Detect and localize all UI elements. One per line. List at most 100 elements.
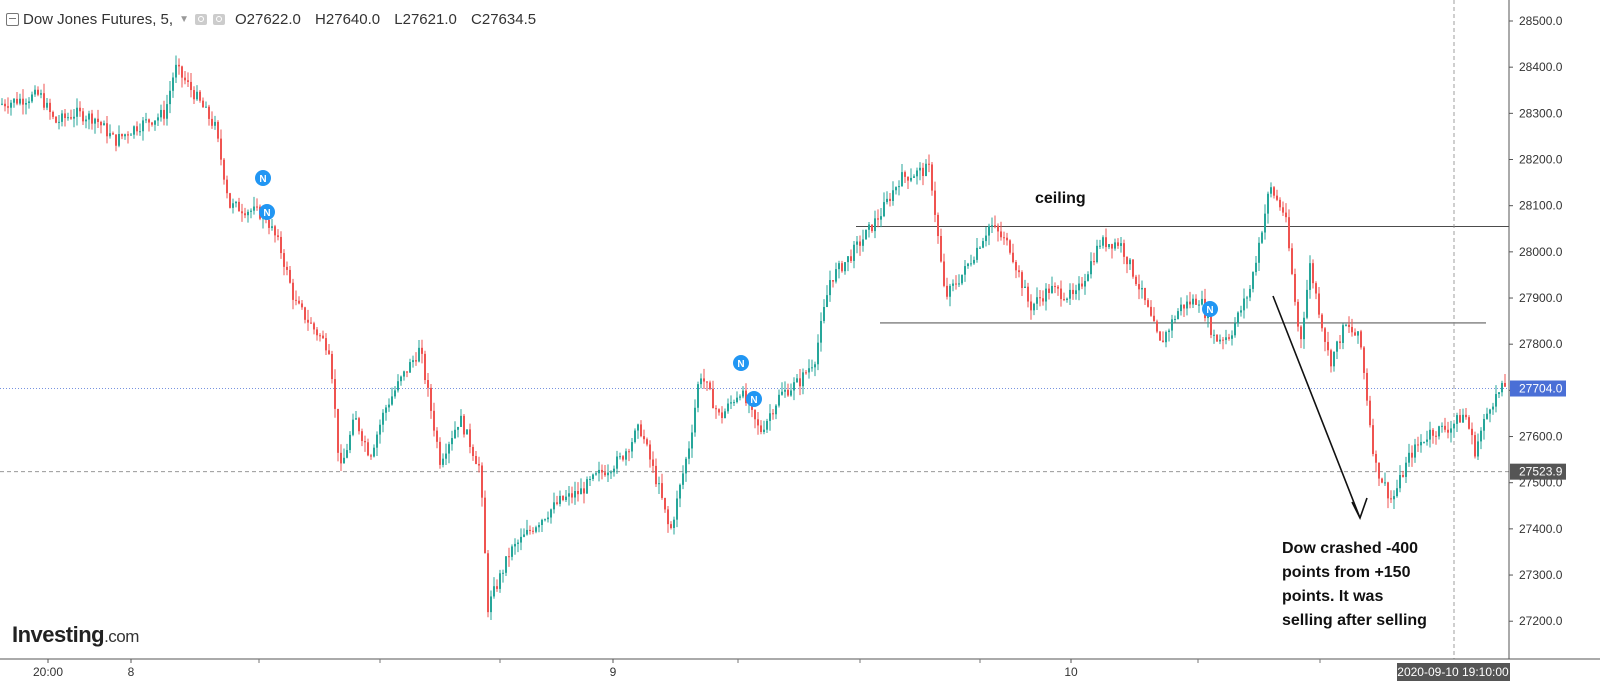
candle-body <box>187 80 189 82</box>
candle-body <box>625 451 627 460</box>
candle-body <box>1252 272 1254 289</box>
candle-body <box>643 436 645 440</box>
collapse-icon[interactable] <box>6 12 19 26</box>
candle-body <box>61 113 63 122</box>
news-marker[interactable] <box>733 355 749 371</box>
candle-body <box>151 122 153 125</box>
candle-body <box>790 390 792 396</box>
candle-body <box>1264 213 1266 233</box>
candle-body <box>1351 326 1353 333</box>
candle-body <box>922 167 924 177</box>
candle-body <box>1090 261 1092 275</box>
candle-body <box>943 261 945 286</box>
candle-body <box>589 479 591 481</box>
candle-body <box>145 119 147 121</box>
candle-body <box>1342 325 1344 343</box>
visibility-icon[interactable] <box>194 13 207 25</box>
candle-body <box>772 413 774 415</box>
x-tick-label: 20:00 <box>33 665 63 679</box>
price-axis[interactable] <box>1509 0 1600 659</box>
candle-body <box>1345 324 1347 326</box>
candle-body <box>286 266 288 270</box>
annotation-arrow-head <box>1351 497 1368 521</box>
crosshair-price-label: 27523.9 <box>1519 465 1563 479</box>
candle-body <box>175 64 177 78</box>
candle-body <box>874 218 876 232</box>
candle-body <box>532 530 534 532</box>
candle-body <box>919 167 921 171</box>
news-marker[interactable] <box>255 170 271 186</box>
candle-body <box>1234 323 1236 336</box>
candle-body <box>1267 193 1269 214</box>
candle-body <box>559 495 561 504</box>
candle-body <box>1213 334 1215 336</box>
candle-body <box>610 472 612 474</box>
candle-body <box>904 172 906 177</box>
candle-body <box>1162 340 1164 343</box>
candle-body <box>370 455 372 457</box>
candle-body <box>268 219 270 228</box>
candle-body <box>745 390 747 404</box>
candle-body <box>895 187 897 191</box>
news-marker[interactable] <box>259 204 275 220</box>
candle-body <box>553 502 555 510</box>
news-marker[interactable] <box>1202 301 1218 317</box>
candle-body <box>76 107 78 117</box>
candle-body <box>127 134 129 136</box>
candle-body <box>640 424 642 437</box>
close-value: C27634.5 <box>471 10 537 28</box>
candle-body <box>700 378 702 385</box>
candle-body <box>1339 341 1341 343</box>
candle-body <box>856 241 858 245</box>
candle-body <box>1201 298 1203 305</box>
candle-body <box>1336 341 1338 352</box>
candle-body <box>973 259 975 264</box>
candle-body <box>1321 314 1323 329</box>
candle-body <box>823 306 825 322</box>
candle-body <box>1258 242 1260 263</box>
candle-body <box>337 408 339 453</box>
candle-body <box>328 350 330 354</box>
candle-body <box>229 193 231 208</box>
candle-body <box>1069 289 1071 299</box>
settings-icon[interactable] <box>212 13 225 25</box>
candle-body <box>520 536 522 543</box>
candle-body <box>706 381 708 383</box>
news-marker-label: N <box>1206 305 1213 316</box>
candle-body <box>964 266 966 275</box>
candle-body <box>928 163 930 165</box>
annotation-arrow <box>1272 295 1361 519</box>
candle-body <box>586 479 588 494</box>
candle-body <box>1066 298 1068 300</box>
candle-body <box>1249 288 1251 298</box>
candle-body <box>1483 418 1485 431</box>
candle-body <box>529 529 531 531</box>
candle-body <box>103 123 105 126</box>
candle-body <box>967 263 969 267</box>
candle-body <box>1450 428 1452 433</box>
symbol-title[interactable]: Dow Jones Futures, 5, <box>23 10 174 28</box>
candle-body <box>673 519 675 528</box>
candle-body <box>538 525 540 528</box>
candle-body <box>1096 245 1098 263</box>
candle-body <box>940 236 942 262</box>
candle-body <box>436 430 438 442</box>
candle-body <box>1270 187 1272 194</box>
candle-body <box>97 118 99 122</box>
candle-body <box>79 107 81 112</box>
logo-suffix: .com <box>104 627 139 646</box>
candle-body <box>1195 298 1197 305</box>
candle-body <box>463 415 465 435</box>
chevron-down-icon[interactable]: ▼ <box>179 13 189 25</box>
candle-body <box>814 364 816 368</box>
candle-body <box>1114 242 1116 249</box>
candle-body <box>508 556 510 558</box>
candle-body <box>1492 406 1494 410</box>
candle-body <box>289 269 291 283</box>
news-marker[interactable] <box>746 391 762 407</box>
candle-body <box>1147 300 1149 307</box>
candle-body <box>766 420 768 430</box>
candle-body <box>757 419 759 426</box>
